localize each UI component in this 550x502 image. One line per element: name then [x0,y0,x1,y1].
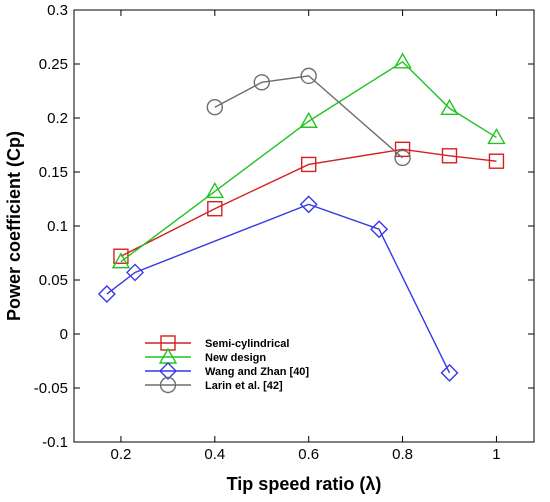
data-point [299,195,318,214]
data-point [441,148,458,164]
series-line [214,75,404,159]
data-point [207,201,223,217]
data-point [300,156,317,173]
data-point [97,285,116,304]
y-tick-label: -0.05 [34,380,68,397]
data-point [299,111,318,128]
x-axis-label: Tip speed ratio (λ) [227,474,382,494]
series-wang-and-zhan-40 [97,195,459,382]
data-point [487,128,506,145]
legend: Semi-cylindrical New design Wang and Zhan … [145,335,309,394]
y-tick-label: -0.1 [42,434,68,451]
x-tick-label: 0.8 [392,446,413,463]
data-point [205,182,225,199]
data-point [253,74,270,91]
data-point [206,98,224,116]
data-point [111,252,131,269]
data-point [440,363,459,382]
data-point [394,149,411,167]
x-tick-label: 0.6 [298,446,319,463]
x-tick-label: 0.2 [111,446,132,463]
data-point [370,220,389,239]
y-tick-label: 0.05 [39,272,68,289]
data-point [440,98,459,115]
legend-label: Wang and Zhan [40] [205,366,309,378]
y-tick-label: 0.25 [39,56,68,73]
series-line [106,203,451,374]
legend-marker [159,362,177,380]
legend-marker [158,347,178,364]
series-line [120,60,497,263]
y-tick-label: 0.3 [47,2,68,19]
series-line [120,148,497,257]
legend-label: New design [205,352,266,364]
y-axis-label: Power coefficient (Cp) [4,131,24,321]
series-layer [97,52,506,382]
data-point [394,141,411,158]
data-point [300,67,317,85]
x-tick-label: 1 [492,446,500,463]
y-tick-label: 0 [60,326,68,343]
data-point [393,52,412,69]
data-point [126,263,145,282]
data-point [488,153,505,169]
axis-ticks: 0.2 0.4 0.6 0.8 1 -0.1 -0.05 0 0.05 0.1 0.15 0.2 0.2… [34,2,534,463]
y-tick-label: 0.1 [47,218,68,235]
y-tick-label: 0.2 [47,110,68,127]
legend-label: Semi-cylindrical [205,338,289,350]
legend-label: Larin et al. [42] [205,380,283,392]
series-larin-et-al-42 [206,67,411,167]
series-semi-cylindrical [113,141,505,264]
y-tick-label: 0.15 [39,164,68,181]
legend-marker [159,376,177,394]
series-new-design [111,52,506,269]
x-tick-label: 0.4 [204,446,225,463]
